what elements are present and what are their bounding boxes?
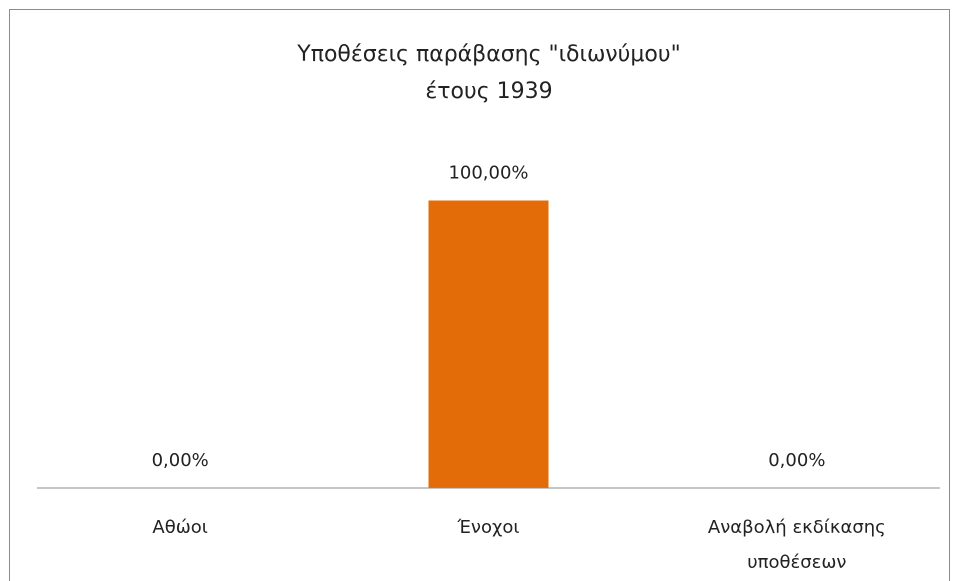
data-label: 0,00% (152, 450, 209, 471)
x-tick-label: Ένοχοι (457, 517, 520, 538)
chart-title: Υποθέσεις παράβασης "ιδιωνύμου" (296, 42, 680, 67)
x-tick-label: Αναβολή εκδίκασης υποθέσεων (707, 517, 886, 573)
x-tick-label: Αθώοι (152, 517, 208, 538)
bar (428, 200, 549, 488)
data-label: 100,00% (448, 163, 528, 184)
data-label: 0,00% (768, 450, 825, 471)
chart-title: έτους 1939 (425, 79, 552, 104)
